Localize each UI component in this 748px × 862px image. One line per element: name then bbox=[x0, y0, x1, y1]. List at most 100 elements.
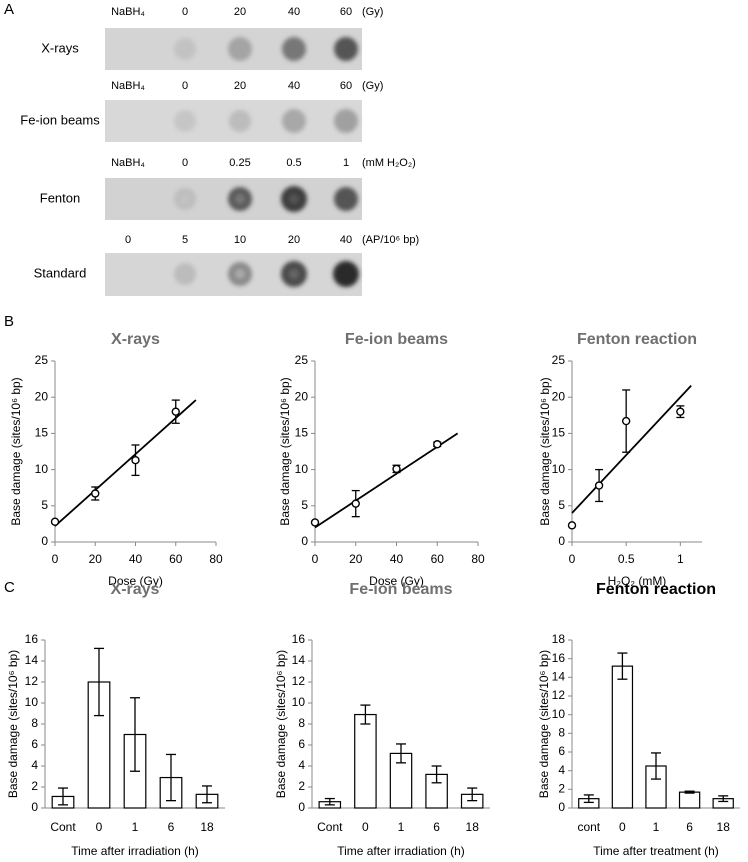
blot-column-label: 0.5 bbox=[286, 157, 301, 169]
x-tick-label: 18 bbox=[717, 820, 731, 834]
y-tick-label: 0 bbox=[558, 534, 565, 548]
x-tick-label: 80 bbox=[209, 552, 223, 566]
y-tick-label: 12 bbox=[292, 674, 306, 688]
y-tick-label: 20 bbox=[295, 389, 309, 403]
panel-label: B bbox=[4, 313, 14, 330]
x-tick-label: 0 bbox=[362, 820, 369, 834]
x-tick-label: 6 bbox=[168, 820, 175, 834]
y-tick-label: 25 bbox=[295, 353, 309, 367]
bar bbox=[611, 665, 634, 809]
blot-row-label: X-rays bbox=[41, 40, 79, 55]
y-tick-label: 10 bbox=[292, 695, 306, 709]
blot-column-label: NaBH₄ bbox=[111, 157, 145, 169]
blot-images bbox=[105, 28, 362, 296]
data-point bbox=[351, 499, 360, 508]
x-axis-label: Time after treatment (h) bbox=[593, 844, 719, 858]
data-point bbox=[621, 416, 631, 426]
x-tick-label: 80 bbox=[471, 552, 485, 566]
blot-column-label: 0 bbox=[182, 157, 188, 169]
y-tick-label: 4 bbox=[31, 758, 38, 772]
bar bbox=[678, 791, 701, 809]
x-tick-label: 60 bbox=[431, 552, 445, 566]
fit-line bbox=[571, 385, 692, 514]
x-tick-label: 0 bbox=[619, 820, 626, 834]
data-point bbox=[676, 407, 685, 416]
y-tick-label: 2 bbox=[558, 782, 565, 796]
blot-column-label: 60 bbox=[340, 80, 352, 92]
x-tick-label: 6 bbox=[433, 820, 440, 834]
x-tick-label: 6 bbox=[686, 820, 693, 834]
y-axis-label: Base damage (sites/10⁶ bp) bbox=[278, 377, 292, 525]
y-tick-label: 16 bbox=[552, 651, 566, 665]
blot-column-label: 20 bbox=[288, 234, 300, 246]
blot-column-label: 40 bbox=[288, 6, 300, 18]
y-tick-label: 0 bbox=[41, 534, 48, 548]
y-tick-label: 12 bbox=[25, 674, 39, 688]
blot-column-label: 1 bbox=[343, 157, 349, 169]
data-point bbox=[392, 464, 401, 474]
y-tick-label: 14 bbox=[25, 653, 39, 667]
x-tick-label: 1 bbox=[132, 820, 139, 834]
blot-column-label: 20 bbox=[234, 6, 246, 18]
y-tick-label: 8 bbox=[558, 726, 565, 740]
y-tick-label: 4 bbox=[298, 758, 305, 772]
x-tick-label: cont bbox=[577, 820, 600, 834]
x-tick-label: 0.5 bbox=[618, 552, 635, 566]
y-tick-label: 20 bbox=[552, 389, 566, 403]
y-tick-label: 14 bbox=[292, 653, 306, 667]
x-axis-label: H₂O₂ (mM) bbox=[608, 574, 667, 588]
y-tick-label: 10 bbox=[25, 695, 39, 709]
data-point bbox=[91, 489, 100, 498]
y-axis-label: Base damage (sites/10⁶ bp) bbox=[538, 377, 552, 525]
chart-title: Fe-ion beams bbox=[345, 331, 448, 348]
blot-unit: (AP/10⁶ bp) bbox=[362, 234, 419, 246]
blot-column-label: 60 bbox=[340, 6, 352, 18]
y-tick-label: 10 bbox=[35, 462, 49, 476]
x-tick-label: 0 bbox=[96, 820, 103, 834]
data-point bbox=[310, 518, 320, 527]
blot-column-label: 0 bbox=[125, 234, 131, 246]
data-point bbox=[131, 455, 140, 465]
blot-column-label: 0 bbox=[182, 6, 188, 18]
blot-column-label: 40 bbox=[288, 80, 300, 92]
y-tick-label: 0 bbox=[301, 534, 308, 548]
y-tick-label: 8 bbox=[31, 716, 38, 730]
y-tick-label: 4 bbox=[558, 763, 565, 777]
y-tick-label: 25 bbox=[552, 353, 566, 367]
y-tick-label: 18 bbox=[552, 632, 566, 646]
chart-title: Fenton reaction bbox=[596, 581, 716, 598]
y-tick-label: 20 bbox=[35, 389, 49, 403]
blot-unit: (mM H₂O₂) bbox=[362, 157, 416, 169]
panel-label: C bbox=[4, 579, 15, 596]
y-tick-label: 0 bbox=[298, 800, 305, 814]
x-tick-label: 20 bbox=[349, 552, 363, 566]
blot-unit: (Gy) bbox=[362, 80, 383, 92]
x-axis-label: Time after irradiation (h) bbox=[337, 844, 465, 858]
x-tick-label: 1 bbox=[677, 552, 684, 566]
blot-row-label: Standard bbox=[34, 265, 87, 280]
y-tick-label: 0 bbox=[31, 800, 38, 814]
data-point bbox=[594, 481, 604, 490]
x-tick-label: 0 bbox=[52, 552, 59, 566]
bar bbox=[354, 713, 377, 809]
x-tick-label: 18 bbox=[466, 820, 480, 834]
y-tick-label: 14 bbox=[552, 670, 566, 684]
x-axis-label: Dose (Gy) bbox=[108, 574, 163, 588]
x-tick-label: 40 bbox=[390, 552, 404, 566]
x-tick-label: 1 bbox=[653, 820, 660, 834]
y-tick-label: 15 bbox=[552, 426, 566, 440]
chart-title: Fenton reaction bbox=[577, 331, 697, 348]
blot-unit: (Gy) bbox=[362, 6, 383, 18]
x-tick-label: 20 bbox=[89, 552, 103, 566]
x-tick-label: Cont bbox=[50, 820, 76, 834]
x-tick-label: 0 bbox=[312, 552, 319, 566]
fit-line bbox=[314, 432, 459, 529]
y-tick-label: 10 bbox=[552, 707, 566, 721]
y-tick-label: 10 bbox=[295, 462, 309, 476]
y-tick-label: 2 bbox=[31, 779, 38, 793]
blot-column-label: 0 bbox=[182, 80, 188, 92]
blot-column-label: 40 bbox=[340, 234, 352, 246]
y-tick-label: 5 bbox=[558, 498, 565, 512]
blot-column-label: NaBH₄ bbox=[111, 80, 145, 92]
